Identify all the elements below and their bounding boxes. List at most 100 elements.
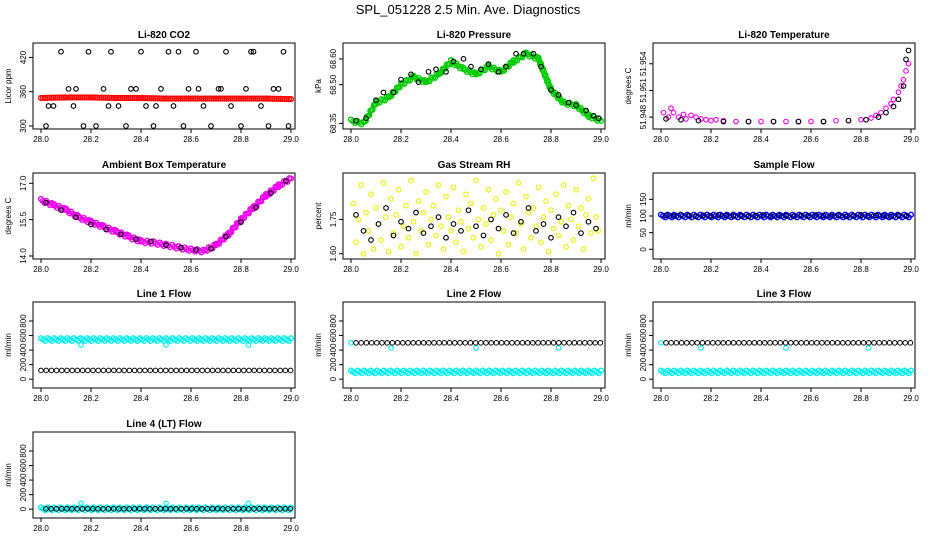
data-point <box>100 506 106 512</box>
data-point <box>553 191 559 198</box>
chart-title: Sample Flow <box>753 160 814 171</box>
data-point <box>544 77 551 84</box>
y-axis-label: ml/min <box>4 463 13 487</box>
chart-li820-co2: Li-820 CO2 Licor ppm 28.0 28.2 28.4 28.6 28.8 2… <box>4 30 299 144</box>
y-tick-label: 360 <box>19 84 28 98</box>
series-temperature-2-5-min <box>660 60 912 125</box>
data-point <box>548 207 554 214</box>
data-point <box>425 68 432 75</box>
data-point <box>902 340 909 346</box>
data-point <box>538 63 544 70</box>
data-point <box>240 506 247 512</box>
y-tick-label: 300 <box>19 119 28 133</box>
data-point <box>116 506 122 512</box>
x-tick-label: 28.2 <box>393 265 409 274</box>
data-point <box>413 209 419 216</box>
data-point <box>533 223 539 230</box>
data-point <box>43 367 50 374</box>
y-tick-label: 400 <box>329 343 338 357</box>
data-point <box>767 340 773 346</box>
data-point <box>505 241 512 248</box>
data-point <box>548 234 554 241</box>
data-point <box>555 345 562 351</box>
x-tick-label: 28.2 <box>703 135 719 144</box>
data-point <box>820 212 827 219</box>
data-point <box>445 214 452 220</box>
x-tick-label: 28.0 <box>653 265 669 274</box>
series-co2-2-5-min <box>37 94 295 103</box>
data-point <box>248 48 254 55</box>
data-point <box>493 340 500 346</box>
data-point <box>699 340 706 346</box>
data-point <box>462 340 469 346</box>
data-point <box>488 340 495 346</box>
chart-li820-temperature: Li-820 Temperature degrees C 28.0 28.2 28.4 2… <box>624 30 919 144</box>
data-point <box>871 340 877 346</box>
x-tick-label: 28.8 <box>233 135 249 144</box>
data-point <box>435 214 442 220</box>
data-point <box>208 123 214 129</box>
chart-title: Line 2 Flow <box>447 289 502 300</box>
data-point <box>270 86 277 92</box>
data-point <box>138 48 144 55</box>
data-point <box>465 207 472 214</box>
x-tick-label: 28.8 <box>233 524 249 533</box>
data-point <box>142 506 148 512</box>
data-point <box>907 340 914 346</box>
data-point <box>683 116 689 122</box>
data-point <box>283 177 289 184</box>
data-point <box>450 221 457 227</box>
data-point <box>225 367 231 374</box>
series-line-2-2-5-min <box>347 367 605 377</box>
data-point <box>253 204 259 211</box>
data-point <box>353 239 359 246</box>
data-point <box>745 118 752 125</box>
data-point <box>745 213 752 220</box>
data-point <box>388 196 394 202</box>
data-point <box>148 238 154 245</box>
data-point <box>73 214 79 221</box>
y-axis-label: percent <box>314 202 323 229</box>
data-point <box>80 123 87 129</box>
x-tick-label: 28.4 <box>753 394 769 403</box>
data-point <box>805 213 812 219</box>
data-point <box>865 345 872 351</box>
data-point <box>452 340 458 346</box>
data-point <box>282 506 289 512</box>
series-sample-flow-sample <box>663 212 909 220</box>
data-point <box>689 340 695 346</box>
x-tick-label: 28.0 <box>343 394 359 403</box>
data-point <box>152 367 159 374</box>
data-point <box>426 340 432 346</box>
data-point <box>136 506 143 512</box>
data-point <box>783 118 789 125</box>
data-point <box>162 506 169 512</box>
data-point <box>100 367 107 374</box>
x-tick-label: 29.0 <box>593 135 609 144</box>
data-point <box>123 123 129 129</box>
data-point <box>65 86 72 92</box>
data-point <box>147 367 153 374</box>
data-point <box>143 103 149 109</box>
data-point <box>287 506 294 512</box>
chart-sample-flow: Sample Flow ml/min 28.0 28.2 28.4 28.6 28.8 29.… <box>624 160 919 274</box>
x-tick-label: 28.2 <box>703 265 719 274</box>
data-point <box>888 213 894 220</box>
data-point <box>400 223 407 230</box>
data-point <box>775 212 782 219</box>
data-point <box>220 367 226 374</box>
data-point <box>473 177 479 184</box>
x-tick-label: 29.0 <box>283 524 299 533</box>
x-tick-label: 28.0 <box>653 135 669 144</box>
data-point <box>390 89 397 96</box>
data-point <box>895 89 902 96</box>
data-point <box>783 345 789 351</box>
data-point <box>272 367 278 374</box>
data-point <box>465 225 472 232</box>
x-tick-label: 28.6 <box>183 265 199 274</box>
data-point <box>84 506 91 512</box>
x-tick-label: 29.0 <box>283 394 299 403</box>
page-title: SPL_051228 2.5 Min. Ave. Diagnostics <box>355 2 581 17</box>
data-point <box>762 340 768 346</box>
data-point <box>834 340 841 346</box>
